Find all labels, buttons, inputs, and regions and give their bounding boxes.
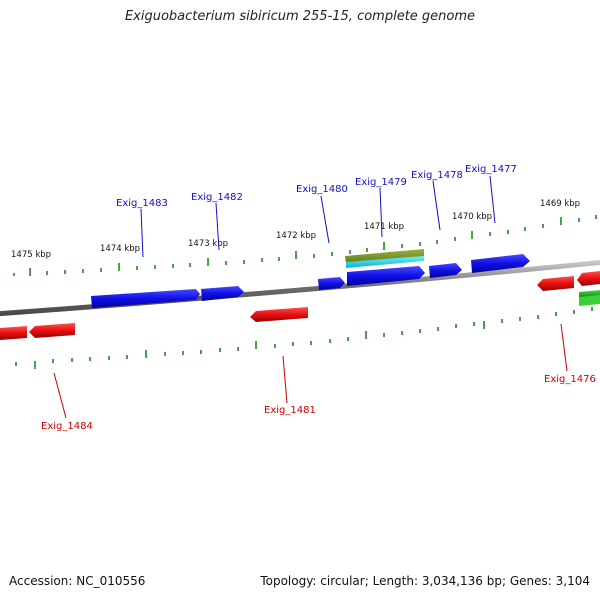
gene-exig-1481[interactable] [250, 307, 308, 322]
leader-exig-1478 [432, 180, 441, 231]
gene-exig-1484-left[interactable] [0, 326, 27, 340]
label-exig-1481[interactable]: Exig_1481 [264, 405, 316, 416]
genes-label: Genes: [509, 574, 552, 588]
gene-exig-1477[interactable] [471, 254, 530, 273]
kbp-label: 1473 kbp [188, 239, 228, 249]
accession-info: Accession: NC_010556 [9, 574, 145, 588]
genes-value: 3,104 [555, 574, 590, 588]
gene-exig-1479[interactable] [347, 266, 425, 286]
leader-exig-1480 [320, 195, 330, 244]
gene-exig-1478[interactable] [429, 263, 462, 278]
forward-genes [91, 254, 530, 308]
gene-exig-1483[interactable] [91, 289, 200, 308]
label-exig-1480[interactable]: Exig_1480 [296, 184, 348, 195]
gene-exig-1482[interactable] [201, 286, 244, 301]
leader-exig-1482 [215, 202, 220, 251]
genome-backbone [0, 259, 600, 317]
label-exig-1477[interactable]: Exig_1477 [465, 164, 517, 175]
kbp-label: 1475 kbp [11, 250, 51, 260]
kbp-label: 1472 kbp [276, 231, 316, 241]
leader-exig-1481 [282, 355, 288, 404]
leader-exig-1479 [379, 187, 383, 238]
label-exig-1482[interactable]: Exig_1482 [191, 192, 243, 203]
accession-value: NC_010556 [76, 574, 146, 588]
rna-feature-cyan[interactable] [346, 256, 424, 268]
label-exig-1478[interactable]: Exig_1478 [411, 170, 463, 181]
leader-exig-1477 [489, 175, 496, 224]
kbp-label: 1471 kbp [364, 222, 404, 232]
map-title: Exiguobacterium sibiricum 255-15, comple… [124, 9, 476, 24]
genome-stats: Topology: circular; Length: 3,034,136 bp… [260, 574, 590, 588]
label-exig-1483[interactable]: Exig_1483 [116, 198, 168, 209]
rna-feature-olive[interactable] [345, 249, 424, 264]
kbp-label: 1469 kbp [540, 199, 580, 209]
forward-tick-row [13, 215, 597, 276]
kbp-label: 1470 kbp [452, 212, 492, 222]
gene-exig-1480[interactable] [318, 277, 345, 290]
reverse-tick-row [15, 307, 593, 369]
gene-exig-1476[interactable] [537, 276, 574, 291]
label-exig-1479[interactable]: Exig_1479 [355, 177, 407, 188]
gene-red-edge[interactable] [577, 271, 600, 286]
leader-exig-1483 [140, 208, 144, 258]
label-exig-1476[interactable]: Exig_1476 [544, 374, 596, 385]
leader-exig-1476 [560, 323, 568, 372]
gene-exig-1484[interactable] [29, 323, 75, 338]
topology-value: circular [320, 574, 365, 588]
label-exig-1484[interactable]: Exig_1484 [41, 421, 93, 432]
length-value: 3,034,136 bp [421, 574, 502, 588]
reverse-genes [0, 271, 600, 340]
leader-exig-1484 [53, 372, 67, 419]
accession-label: Accession: [9, 574, 73, 588]
topology-label: Topology: [260, 574, 317, 588]
kbp-label: 1474 kbp [100, 244, 140, 254]
gene-green-edge-lower[interactable] [579, 295, 600, 306]
length-label: Length: [372, 574, 419, 588]
